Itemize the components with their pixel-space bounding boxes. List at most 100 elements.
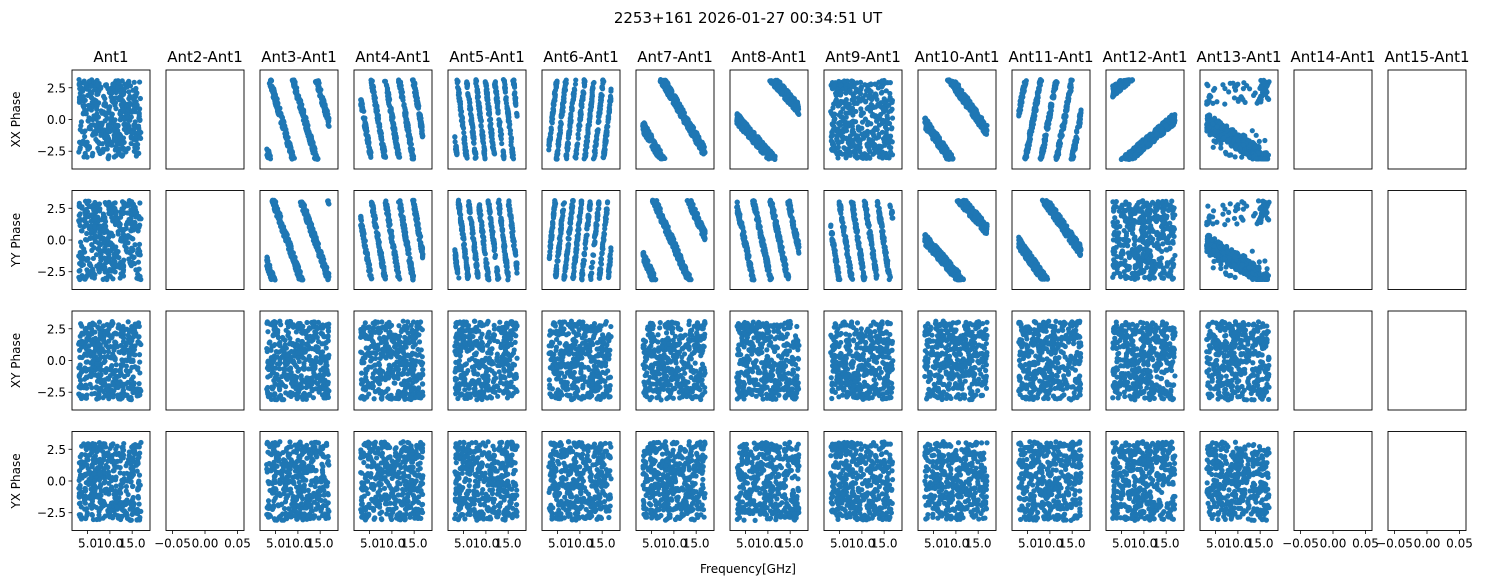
data-point [1058, 134, 1064, 140]
data-point [132, 88, 139, 94]
data-point [569, 100, 575, 106]
data-point [887, 90, 893, 97]
data-point [1072, 144, 1078, 150]
data-point [104, 133, 111, 139]
data-point [566, 128, 572, 135]
data-point [131, 122, 137, 128]
data-point [110, 99, 116, 105]
data-point [478, 117, 484, 123]
data-point [604, 123, 610, 129]
data-point [599, 84, 605, 90]
data-point [837, 121, 843, 127]
x-axis-label: Frequency[GHz] [700, 562, 796, 576]
data-point [558, 120, 564, 126]
data-point [391, 121, 397, 127]
data-point [830, 127, 836, 133]
row-label: XY Phase [9, 333, 23, 388]
data-point [86, 115, 92, 121]
data-point [112, 146, 119, 152]
data-point [579, 104, 585, 110]
row-label: YX Phase [9, 453, 23, 509]
data-point [1071, 154, 1077, 160]
data-point [872, 146, 878, 152]
data-point [593, 142, 599, 149]
data-point [482, 80, 488, 86]
data-point [418, 122, 424, 128]
data-point [79, 129, 85, 135]
data-point [874, 118, 880, 124]
data-point [96, 141, 102, 147]
data-point [873, 81, 879, 87]
data-point [865, 142, 871, 148]
data-point [779, 90, 785, 96]
data-point [938, 141, 945, 147]
data-point [313, 80, 319, 86]
subplot-panel [1011, 69, 1091, 170]
data-point [494, 97, 500, 103]
column-title: Ant15-Ant1 [1384, 48, 1469, 66]
data-point [464, 84, 470, 90]
data-point [769, 78, 775, 84]
data-point [1155, 125, 1161, 131]
data-point [323, 113, 329, 119]
y-tick-label: −2.5 [37, 145, 66, 159]
data-point [843, 90, 849, 96]
data-point [118, 146, 124, 152]
data-point [838, 82, 844, 88]
data-point [1030, 117, 1037, 123]
data-point [405, 126, 411, 132]
data-point [653, 151, 659, 157]
data-point [453, 145, 459, 151]
data-point [317, 92, 324, 98]
data-point [514, 111, 520, 117]
data-point [486, 111, 493, 117]
data-point [775, 84, 781, 90]
data-point [1050, 94, 1056, 100]
row-label: YY Phase [9, 213, 23, 268]
data-point [689, 126, 695, 132]
data-point [490, 142, 496, 148]
data-point [89, 153, 95, 159]
data-point [486, 117, 493, 123]
data-point [1077, 121, 1083, 127]
data-point [80, 94, 87, 100]
data-point [485, 103, 491, 110]
data-point [377, 128, 383, 134]
data-point [283, 134, 290, 140]
data-point [924, 128, 930, 134]
data-point [753, 143, 760, 149]
data-point [843, 97, 849, 103]
data-point [591, 79, 597, 86]
data-point [1123, 153, 1129, 159]
data-point [402, 105, 408, 111]
data-point [584, 134, 591, 140]
data-point [94, 82, 100, 88]
data-point [835, 144, 841, 150]
data-point [513, 100, 519, 107]
data-point [461, 130, 467, 136]
subplot-panel [635, 69, 715, 170]
data-point [607, 99, 613, 105]
data-point [137, 95, 143, 102]
data-point [835, 155, 841, 161]
data-point [841, 145, 847, 151]
data-point [853, 86, 859, 92]
data-point [366, 144, 372, 150]
data-point [408, 141, 414, 147]
data-point [783, 95, 789, 101]
data-point [1050, 89, 1057, 95]
data-point [281, 119, 287, 125]
data-point [82, 80, 88, 87]
column-title: Ant1 [93, 48, 128, 66]
data-point [887, 80, 893, 86]
data-point [374, 104, 380, 111]
data-point [315, 86, 321, 92]
data-point [1244, 82, 1250, 89]
data-point [1017, 101, 1023, 107]
data-point [94, 111, 100, 117]
data-point [478, 123, 484, 129]
data-point [886, 144, 892, 150]
data-point [455, 78, 461, 85]
data-point [494, 104, 500, 111]
data-point [1017, 106, 1023, 112]
